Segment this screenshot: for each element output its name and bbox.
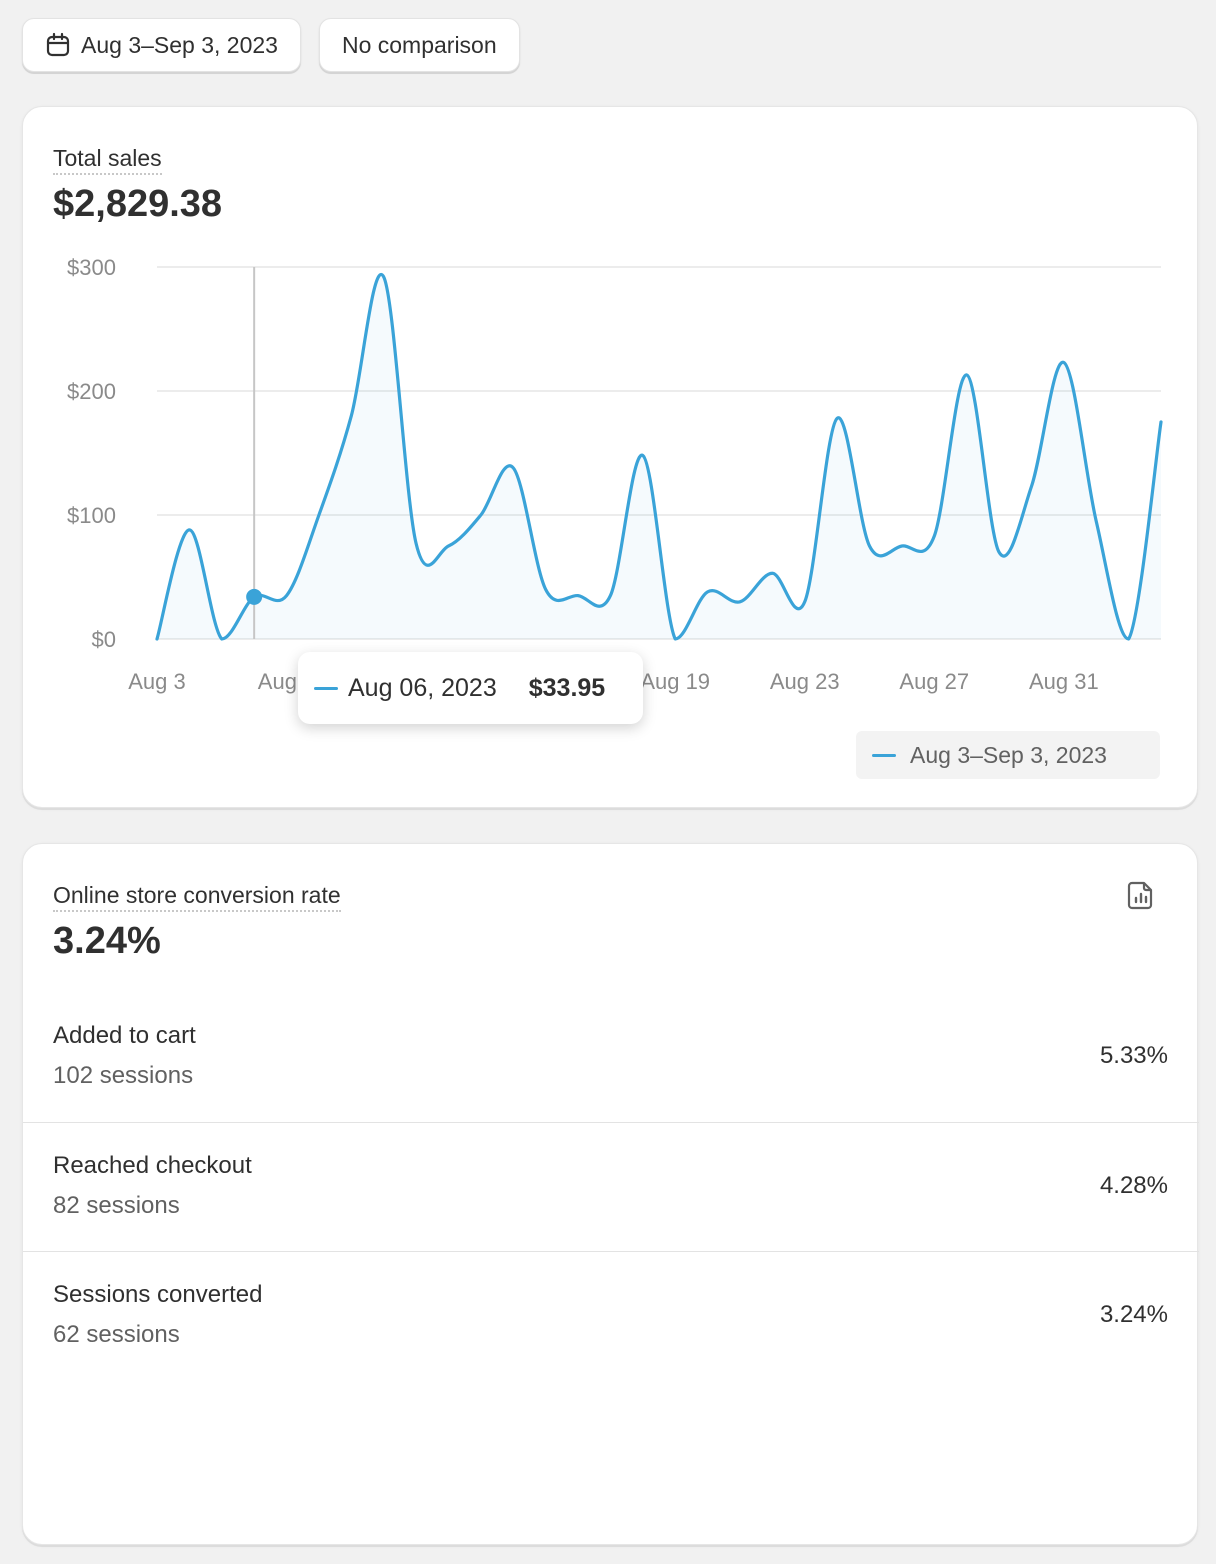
row-divider [23,1251,1199,1252]
x-tick-label: Aug 23 [770,669,840,694]
x-tick-label: Aug 3 [128,669,186,694]
tooltip-date: Aug 06, 2023 [348,673,497,702]
comparison-button[interactable]: No comparison [318,18,520,72]
funnel-row-rate: 5.33% [1099,1042,1168,1069]
funnel-row-rate: 3.24% [1099,1301,1168,1328]
total-sales-value: $2,829.38 [53,183,223,225]
funnel-row-sessions: 102 sessions [53,1062,194,1089]
chart-legend[interactable]: Aug 3–Sep 3, 2023 [856,731,1160,779]
y-tick-label: $100 [67,503,116,528]
date-range-button[interactable]: Aug 3–Sep 3, 2023 [22,18,301,72]
funnel-row-rate: 4.28% [1099,1172,1168,1199]
legend-label: Aug 3–Sep 3, 2023 [910,741,1107,768]
chart-tooltip: Aug 06, 2023 $33.95 [298,652,643,724]
legend-swatch [872,753,896,757]
funnel-row-label: Added to cart [53,1022,196,1049]
x-tick-label: Aug 27 [899,669,969,694]
y-tick-label: $200 [67,379,116,404]
hover-point [246,588,263,605]
x-tick-label: Aug 19 [640,669,710,694]
y-tick-label: $0 [92,627,116,652]
total-sales-title[interactable]: Total sales [53,145,162,175]
x-tick-label: Aug 31 [1029,669,1099,694]
tooltip-value: $33.95 [528,673,606,702]
funnel-row-sessions: 82 sessions [53,1192,180,1219]
series-area [157,274,1161,639]
funnel-row-label: Reached checkout [53,1152,252,1179]
date-range-label: Aug 3–Sep 3, 2023 [81,31,278,58]
conversion-rate-title[interactable]: Online store conversion rate [53,882,341,912]
conversion-rate-value: 3.24% [53,920,161,962]
tooltip-swatch [314,686,338,690]
conversion-rate-card: Online store conversion rate 3.24% Added… [22,843,1199,1545]
calendar-icon [46,32,70,57]
series-line [155,272,1163,641]
comparison-label: No comparison [341,31,497,58]
toolbar: Aug 3–Sep 3, 2023 No comparison [22,18,520,72]
total-sales-card: Total sales $2,829.38 $0 $100 $200 $300 Aug… [22,106,1198,808]
funnel-row-sessions: 62 sessions [53,1321,180,1348]
funnel-row-label: Sessions converted [53,1281,263,1308]
row-divider [23,1122,1199,1123]
y-tick-label: $300 [67,255,116,280]
report-icon[interactable] [1127,880,1155,910]
